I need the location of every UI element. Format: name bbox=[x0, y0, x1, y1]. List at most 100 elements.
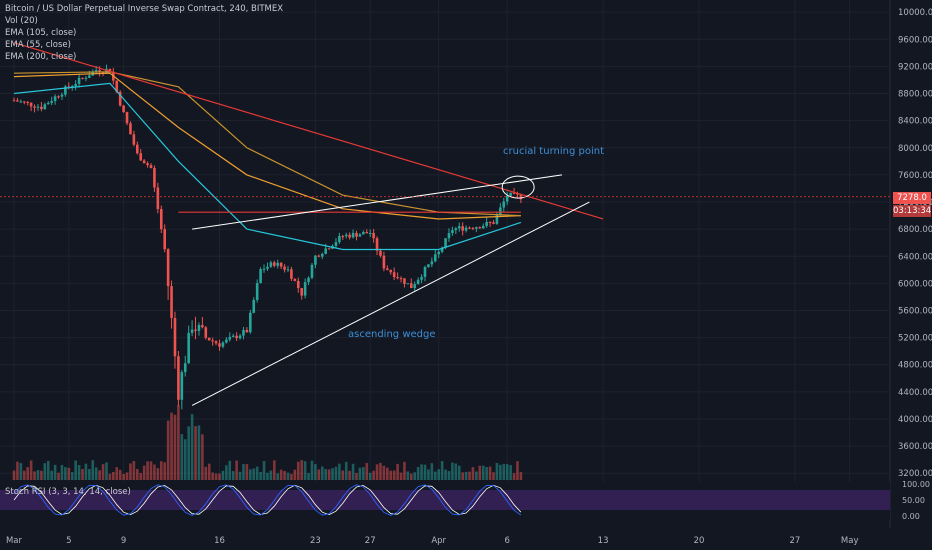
volume-bar bbox=[156, 468, 160, 480]
volume-bar bbox=[22, 470, 26, 480]
volume-bar bbox=[125, 472, 129, 480]
stoch-tick-label: 0.00 bbox=[902, 512, 920, 521]
time-axis[interactable]: Mar 5 9 16 23 27 Apr 6 13 20 27 May bbox=[6, 536, 859, 546]
volume-bar bbox=[177, 405, 180, 480]
candle-body bbox=[266, 266, 269, 269]
candle-body bbox=[36, 106, 40, 108]
annotation-crucial-turning-point: crucial turning point bbox=[503, 146, 604, 157]
price-tick-label: 8400.00 bbox=[898, 117, 932, 127]
volume-bar bbox=[362, 467, 365, 480]
symbol-title[interactable]: Bitcoin / US Dollar Perpetual Inverse Sw… bbox=[5, 4, 284, 14]
candle-body bbox=[396, 277, 399, 279]
volume-bar bbox=[492, 472, 495, 480]
volume-bar bbox=[46, 461, 50, 480]
candle-body bbox=[399, 278, 403, 280]
candle-body bbox=[40, 106, 43, 110]
volume-bar bbox=[214, 473, 218, 480]
volume-bar bbox=[149, 461, 153, 480]
volume-bar bbox=[201, 434, 204, 480]
candle-body bbox=[190, 329, 194, 333]
volume-bar bbox=[29, 460, 33, 480]
volume-bar bbox=[139, 473, 143, 480]
candlesticks bbox=[12, 64, 523, 410]
volume-bar bbox=[105, 462, 108, 480]
volume-bar bbox=[516, 461, 519, 480]
indicator-vol[interactable]: Vol (20) bbox=[5, 16, 38, 26]
price-axis[interactable]: 10000.00 9600.00 9200.00 8800.00 8400.00 8000… bbox=[898, 8, 932, 521]
volume-bar bbox=[286, 472, 290, 480]
candle-body bbox=[379, 250, 382, 256]
candle-body bbox=[43, 104, 47, 110]
candle-body bbox=[423, 267, 427, 277]
volume-bar bbox=[447, 471, 451, 480]
trend-drawings bbox=[0, 42, 890, 406]
candle-body bbox=[67, 86, 71, 88]
candle-body bbox=[235, 335, 238, 339]
candle-body bbox=[228, 336, 232, 340]
candle-body bbox=[283, 266, 286, 270]
volume-bar bbox=[358, 467, 362, 480]
volume-bar bbox=[348, 470, 351, 480]
volume-bar bbox=[324, 469, 327, 480]
volume-bar bbox=[276, 473, 280, 480]
volume-bar bbox=[478, 465, 482, 480]
ema-line-1 bbox=[13, 82, 522, 251]
candle-body bbox=[447, 233, 451, 239]
candle-body bbox=[286, 269, 290, 271]
volume-bar bbox=[290, 473, 293, 480]
indicator-ema-55[interactable]: EMA (55, close) bbox=[5, 40, 71, 50]
candle-body bbox=[444, 238, 447, 248]
candle-body bbox=[327, 248, 331, 250]
candle-body bbox=[471, 227, 475, 229]
candle-body bbox=[101, 72, 105, 74]
candle-body bbox=[231, 335, 235, 337]
candle-body bbox=[386, 268, 389, 270]
volume-bar bbox=[413, 472, 417, 480]
indicator-ema-200[interactable]: EMA (200, close) bbox=[5, 52, 77, 62]
candle-body bbox=[416, 279, 420, 285]
volume-bar bbox=[129, 463, 132, 480]
volume-bar bbox=[303, 461, 307, 480]
candle-body bbox=[478, 227, 482, 229]
volume-bar bbox=[485, 466, 488, 480]
candle-body bbox=[338, 236, 341, 243]
candle-body bbox=[255, 283, 259, 300]
candle-body bbox=[64, 86, 67, 95]
volume-bar bbox=[81, 468, 84, 480]
candle-body bbox=[461, 226, 464, 231]
volume-bar bbox=[368, 472, 372, 480]
indicator-ema-105[interactable]: EMA (105, close) bbox=[5, 28, 77, 38]
ema-lines bbox=[13, 71, 522, 251]
candle-body bbox=[156, 187, 160, 210]
candle-body bbox=[211, 340, 214, 342]
candle-body bbox=[433, 254, 437, 262]
candle-body bbox=[464, 227, 468, 231]
candle-body bbox=[509, 192, 512, 196]
volume-bar bbox=[91, 460, 95, 480]
candle-body bbox=[183, 363, 187, 373]
volume-bar bbox=[33, 471, 36, 480]
candle-body bbox=[218, 343, 221, 347]
candle-body bbox=[324, 248, 327, 254]
volume-bar bbox=[112, 471, 115, 480]
volume-bar bbox=[399, 472, 403, 480]
candle-body bbox=[57, 96, 60, 98]
candle-body bbox=[440, 247, 444, 252]
stoch-rsi-label[interactable]: Stoch RSI (3, 3, 14, 14, close) bbox=[5, 487, 131, 497]
volume-bar bbox=[351, 463, 355, 480]
price-tick-label: 10000.00 bbox=[898, 8, 932, 18]
volume-bar bbox=[293, 469, 297, 480]
candle-body bbox=[159, 209, 163, 230]
wedge-upper-line bbox=[192, 174, 563, 230]
volume-bar bbox=[146, 461, 149, 480]
candle-body bbox=[142, 160, 146, 164]
volume-bar bbox=[94, 467, 98, 480]
annotation-ascending-wedge: ascending wedge bbox=[348, 329, 436, 340]
volume-bar bbox=[505, 464, 509, 480]
volume-bar bbox=[204, 466, 208, 480]
volume-bar bbox=[88, 468, 91, 480]
red-downtrend-line bbox=[13, 42, 604, 220]
volume-bar bbox=[430, 463, 434, 480]
wedge-lower-line bbox=[191, 201, 590, 406]
